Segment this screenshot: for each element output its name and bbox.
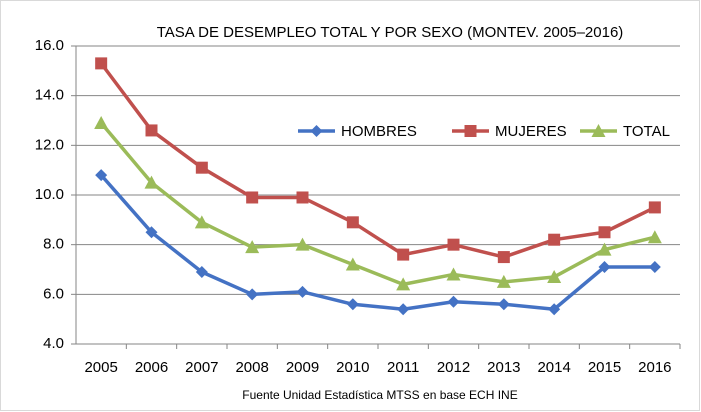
marker — [497, 298, 510, 311]
marker — [195, 161, 208, 174]
marker — [647, 230, 662, 244]
legend-label: HOMBRES — [341, 123, 417, 140]
marker — [345, 257, 360, 271]
marker — [95, 57, 108, 70]
marker — [497, 251, 510, 264]
marker — [591, 124, 606, 137]
x-tick-label: 2014 — [537, 359, 570, 376]
series-line — [99, 62, 656, 259]
x-tick-label: 2012 — [437, 359, 470, 376]
x-tick-label: 2011 — [387, 359, 419, 376]
y-tick-label: 16.0 — [35, 37, 64, 54]
marker — [447, 238, 460, 251]
x-tick-label: 2005 — [84, 359, 117, 376]
y-tick-label: 8.0 — [43, 236, 64, 253]
marker — [194, 215, 209, 229]
marker — [145, 226, 158, 239]
legend-label: TOTAL — [623, 123, 670, 140]
marker — [246, 288, 259, 301]
marker — [447, 295, 460, 308]
source-note: Fuente Unidad Estadística MTSS en base E… — [242, 388, 517, 402]
marker — [598, 261, 611, 274]
marker — [295, 237, 310, 251]
x-tick-label: 2015 — [588, 359, 621, 376]
marker — [346, 216, 359, 229]
marker — [145, 124, 158, 137]
x-tick-label: 2009 — [286, 359, 319, 376]
chart-title: TASA DE DESEMPLEO TOTAL Y POR SEXO (MONT… — [157, 24, 624, 41]
x-tick-label: 2006 — [135, 359, 168, 376]
marker — [95, 169, 108, 182]
y-tick-label: 10.0 — [35, 186, 64, 203]
marker — [548, 233, 561, 246]
marker — [310, 125, 323, 137]
marker — [397, 303, 410, 316]
marker — [144, 175, 159, 189]
marker — [346, 298, 359, 311]
marker — [597, 242, 612, 256]
marker — [246, 191, 259, 204]
marker — [598, 226, 611, 239]
x-tick-label: 2010 — [336, 359, 369, 376]
y-tick-label: 4.0 — [43, 335, 64, 352]
series-line — [99, 121, 656, 287]
x-tick-label: 2007 — [185, 359, 218, 376]
x-tick-label: 2016 — [638, 359, 671, 376]
marker — [648, 201, 661, 214]
marker — [548, 303, 561, 316]
marker — [296, 191, 309, 204]
marker — [446, 267, 461, 281]
y-tick-label: 12.0 — [35, 136, 64, 153]
marker — [648, 261, 661, 274]
marker — [396, 277, 411, 291]
y-tick-label: 14.0 — [35, 87, 64, 104]
x-tick-label: 2008 — [235, 359, 268, 376]
y-tick-label: 6.0 — [43, 285, 64, 302]
marker — [397, 248, 410, 261]
marker — [496, 274, 511, 288]
marker — [195, 265, 208, 278]
x-tick-label: 2013 — [487, 359, 520, 376]
legend-label: MUJERES — [495, 123, 567, 140]
marker — [245, 240, 260, 254]
series-line — [99, 173, 655, 311]
marker — [296, 285, 309, 298]
marker — [547, 269, 562, 283]
marker — [94, 115, 109, 129]
marker — [464, 125, 477, 137]
